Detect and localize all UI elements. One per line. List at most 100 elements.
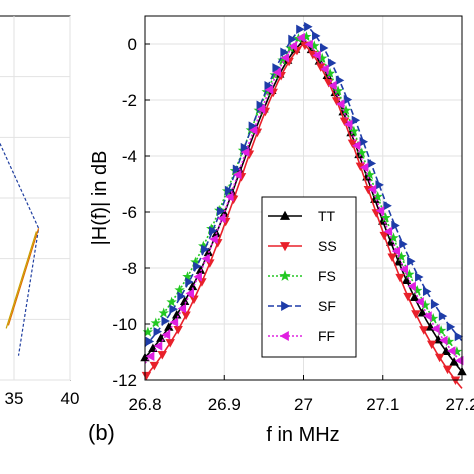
data-point-ss [347, 139, 358, 149]
x-tick-label: 26.9 [208, 395, 241, 414]
legend-label-ff: FF [318, 328, 335, 344]
data-point-sf [193, 261, 202, 272]
left-series [0, 142, 40, 356]
legend: TT SS FS SF FF [261, 196, 357, 358]
left-x-tick-label: 35 [5, 389, 24, 408]
data-point-ff [240, 147, 250, 157]
y-tick-label: -4 [122, 147, 137, 166]
left-series-line [0, 142, 40, 356]
data-point-fs [174, 284, 185, 295]
legend-label-fs: FS [318, 268, 336, 284]
data-point-sf [335, 75, 345, 86]
data-point-ss [434, 353, 445, 363]
data-point-ff [288, 41, 298, 51]
data-point-ss [149, 361, 160, 371]
x-tick-label: 27.1 [366, 395, 399, 414]
legend-marker-sf [281, 300, 291, 312]
legend-label-ss: SS [318, 238, 337, 254]
y-tick-label: -12 [112, 371, 137, 390]
data-point-ss [316, 63, 326, 72]
data-point-ff [209, 234, 218, 244]
data-point-sf [209, 226, 218, 236]
data-point-ss [442, 365, 453, 375]
legend-label-sf: SF [318, 298, 336, 314]
x-tick-label: 26.8 [128, 395, 161, 414]
data-point-fs [332, 85, 344, 96]
data-point-ff [272, 67, 282, 78]
y-tick-label: 0 [128, 35, 137, 54]
data-point-sf [446, 322, 456, 332]
data-point-sf [296, 24, 305, 35]
data-point-ss [165, 339, 175, 348]
data-point-ff [399, 264, 408, 275]
data-point-ff [185, 288, 194, 299]
data-point-ff [177, 303, 187, 314]
legend-marker-ss [279, 242, 291, 252]
data-point-ff [169, 317, 179, 327]
data-point-fs [166, 296, 177, 307]
data-point-sf [422, 286, 432, 297]
data-point-sf [201, 244, 210, 254]
data-point-ff [351, 140, 361, 151]
y-tick-label: -6 [122, 203, 137, 222]
data-point-ff [193, 272, 202, 282]
data-point-sf [280, 47, 289, 57]
data-point-ff [264, 85, 274, 95]
data-point-sf [224, 185, 234, 196]
data-point-ff [454, 355, 464, 366]
x-axis-label: f in MHz [266, 424, 339, 446]
data-point-ff [375, 206, 385, 216]
data-point-sf [216, 206, 226, 216]
data-point-sf [383, 200, 392, 211]
x-tick-labels: 26.8 26.9 27 27.1 27.2 [128, 395, 474, 414]
data-point-ff [304, 39, 313, 50]
data-point-fs [150, 317, 162, 328]
data-point-sf [185, 277, 194, 287]
data-point-ss [403, 292, 413, 302]
data-point-tt [449, 357, 459, 366]
data-point-fs [372, 191, 383, 202]
data-point-sf [304, 22, 313, 32]
y-tick-labels: 0 -2 -4 -6 -8 -10 -12 [112, 35, 137, 390]
data-point-ff [280, 53, 290, 63]
data-point-ff [201, 253, 210, 264]
plot-frame [144, 15, 463, 381]
data-point-ss [387, 253, 397, 262]
data-point-tt [401, 275, 412, 284]
data-point-sf [454, 331, 464, 342]
data-point-ss [339, 117, 350, 127]
data-point-ss [450, 376, 461, 385]
x-tick-label: 27.2 [445, 395, 474, 414]
legend-marker-tt [279, 210, 291, 220]
data-point-sf [327, 58, 337, 68]
series-line-sf [144, 23, 463, 347]
series-group [140, 22, 467, 389]
y-tick-label: -8 [122, 259, 137, 278]
data-point-ff [439, 335, 448, 346]
data-point-sf [438, 311, 448, 321]
data-point-ff [256, 104, 266, 114]
data-point-tt [393, 257, 404, 266]
data-point-sf [288, 34, 297, 45]
left-x-tick-label: 40 [61, 389, 80, 408]
data-point-sf [240, 142, 250, 153]
legend-marker-fs [279, 269, 291, 281]
left-series-line [5, 231, 37, 329]
data-point-ff [320, 64, 329, 74]
data-point-sf [169, 304, 178, 314]
y-tick-label: -10 [112, 315, 137, 334]
data-point-sf [161, 316, 170, 326]
data-point-ss [419, 326, 429, 335]
data-point-sf [415, 272, 424, 282]
series-ff [144, 32, 464, 366]
data-point-sf [153, 326, 163, 337]
data-point-ss [379, 231, 389, 241]
legend-label-tt: TT [318, 208, 336, 224]
data-point-ff [328, 80, 337, 91]
left-series-line [7, 228, 40, 326]
x-tick-label: 27 [294, 395, 313, 414]
y-tick-label: -2 [122, 91, 137, 110]
data-point-ff [153, 341, 163, 351]
data-point-sf [272, 63, 281, 73]
